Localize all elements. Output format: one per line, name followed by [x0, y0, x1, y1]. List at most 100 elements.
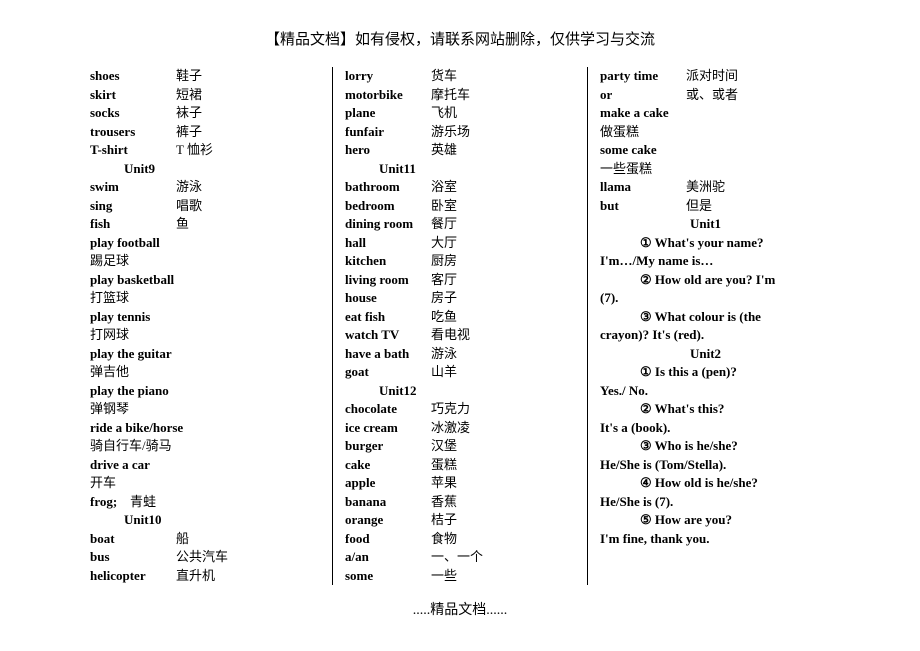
en-phrase: ride a bike/horse	[90, 419, 324, 438]
zh-word: 桔子	[431, 511, 457, 530]
vocab-row: trousers裤子	[90, 123, 324, 142]
qa-question: ① What's your name?	[600, 234, 834, 253]
vocab-row: T-shirtT 恤衫	[90, 141, 324, 160]
qa-question: ② What's this?	[600, 400, 834, 419]
vocab-row: house房子	[345, 289, 579, 308]
qa-question: ③ Who is he/she?	[600, 437, 834, 456]
zh-word: T 恤衫	[176, 141, 213, 160]
en-phrase: play the guitar	[90, 345, 324, 364]
en-word: have a bath	[345, 345, 431, 364]
vocab-row: sing唱歌	[90, 197, 324, 216]
en-word: house	[345, 289, 431, 308]
vocab-row: a/an一、一个	[345, 548, 579, 567]
zh-word: 飞机	[431, 104, 457, 123]
zh-word: 蛋糕	[431, 456, 457, 475]
zh-word: 短裙	[176, 86, 202, 105]
qa-question: ⑤ How are you?	[600, 511, 834, 530]
en-word: cake	[345, 456, 431, 475]
zh-word: 青蛙	[130, 493, 156, 512]
vocab-row: banana香蕉	[345, 493, 579, 512]
en-word: party time	[600, 67, 686, 86]
en-word: helicopter	[90, 567, 176, 586]
unit-heading: Unit9	[90, 160, 324, 179]
vocab-row: hero英雄	[345, 141, 579, 160]
en-word: trousers	[90, 123, 176, 142]
vocab-row: bedroom卧室	[345, 197, 579, 216]
en-word: food	[345, 530, 431, 549]
unit-heading: Unit12	[345, 382, 579, 401]
zh-word: 卧室	[431, 197, 457, 216]
zh-word: 袜子	[176, 104, 202, 123]
vocab-row: party time派对时间	[600, 67, 834, 86]
vocab-row: watch TV看电视	[345, 326, 579, 345]
column-3: party time派对时间 or或、或者 make a cake 做蛋糕 so…	[587, 67, 842, 585]
zh-word: 一、一个	[431, 548, 483, 567]
zh-word: 客厅	[431, 271, 457, 290]
zh-word: 游泳	[176, 178, 202, 197]
en-word: llama	[600, 178, 686, 197]
zh-word: 浴室	[431, 178, 457, 197]
zh-phrase: 弹钢琴	[90, 400, 324, 419]
qa-question: ① Is this a (pen)?	[600, 363, 834, 382]
en-word: apple	[345, 474, 431, 493]
en-word: banana	[345, 493, 431, 512]
header-notice: 【精品文档】如有侵权，请联系网站删除，仅供学习与交流	[0, 0, 920, 67]
unit-heading: Unit11	[345, 160, 579, 179]
vocab-row: food食物	[345, 530, 579, 549]
vocab-row: funfair游乐场	[345, 123, 579, 142]
vocab-row: socks袜子	[90, 104, 324, 123]
vocab-row: some一些	[345, 567, 579, 586]
en-word: goat	[345, 363, 431, 382]
en-word: or	[600, 86, 686, 105]
en-word: plane	[345, 104, 431, 123]
content-columns: shoes鞋子 skirt短裙 socks袜子 trousers裤子 T-shi…	[0, 67, 920, 585]
en-word: but	[600, 197, 686, 216]
zh-phrase: 踢足球	[90, 252, 324, 271]
vocab-row: burger汉堡	[345, 437, 579, 456]
zh-phrase: 一些蛋糕	[600, 160, 834, 179]
vocab-row: hall大厅	[345, 234, 579, 253]
zh-word: 苹果	[431, 474, 457, 493]
zh-word: 公共汽车	[176, 548, 228, 567]
vocab-row: apple苹果	[345, 474, 579, 493]
zh-word: 唱歌	[176, 197, 202, 216]
qa-answer: crayon)? It's (red).	[600, 326, 834, 345]
en-phrase: make a cake	[600, 104, 834, 123]
en-phrase: play basketball	[90, 271, 324, 290]
vocab-row: kitchen厨房	[345, 252, 579, 271]
qa-question: ③ What colour is (the	[600, 308, 834, 327]
en-word: living room	[345, 271, 431, 290]
en-word: watch TV	[345, 326, 431, 345]
en-word: burger	[345, 437, 431, 456]
zh-word: 货车	[431, 67, 457, 86]
en-word: sing	[90, 197, 176, 216]
qa-answer: Yes./ No.	[600, 382, 834, 401]
qa-answer: He/She is (7).	[600, 493, 834, 512]
zh-word: 英雄	[431, 141, 457, 160]
zh-phrase: 弹吉他	[90, 363, 324, 382]
en-phrase: some cake	[600, 141, 834, 160]
zh-phrase: 开车	[90, 474, 324, 493]
vocab-row: plane飞机	[345, 104, 579, 123]
zh-word: 汉堡	[431, 437, 457, 456]
en-phrase: play the piano	[90, 382, 324, 401]
en-word: chocolate	[345, 400, 431, 419]
en-word: bedroom	[345, 197, 431, 216]
zh-word: 船	[176, 530, 189, 549]
zh-word: 美洲驼	[686, 178, 725, 197]
unit-heading: Unit10	[90, 511, 324, 530]
zh-phrase: 打篮球	[90, 289, 324, 308]
en-word: orange	[345, 511, 431, 530]
vocab-row: but但是	[600, 197, 834, 216]
vocab-row: bus公共汽车	[90, 548, 324, 567]
zh-phrase: 做蛋糕	[600, 123, 834, 142]
vocab-row: dining room餐厅	[345, 215, 579, 234]
zh-word: 大厅	[431, 234, 457, 253]
zh-word: 香蕉	[431, 493, 457, 512]
zh-word: 游乐场	[431, 123, 470, 142]
en-word: kitchen	[345, 252, 431, 271]
en-word: bathroom	[345, 178, 431, 197]
en-word: T-shirt	[90, 141, 176, 160]
zh-word: 吃鱼	[431, 308, 457, 327]
en-word: motorbike	[345, 86, 431, 105]
